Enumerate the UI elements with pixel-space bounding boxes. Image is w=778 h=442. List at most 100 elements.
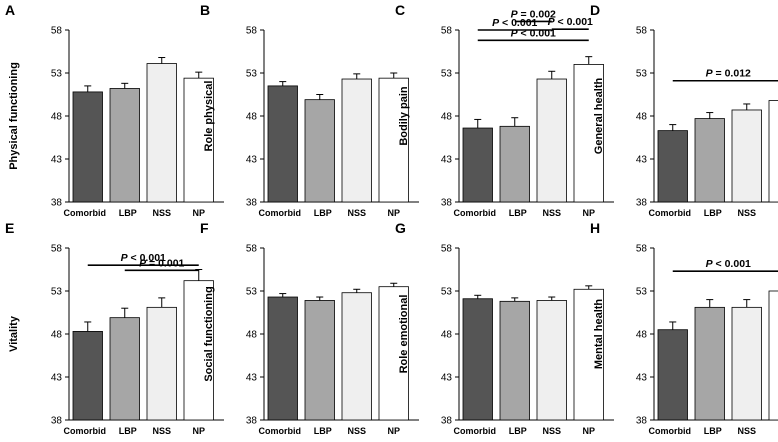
bar-nss bbox=[536, 300, 567, 421]
y-tick-label: 48 bbox=[636, 330, 648, 341]
y-tick-label: 38 bbox=[441, 416, 453, 427]
bar-lbp bbox=[499, 125, 530, 203]
panel-letter: D bbox=[590, 2, 600, 18]
x-tick-label: Comorbid bbox=[64, 208, 107, 218]
y-tick-label: 43 bbox=[51, 155, 63, 166]
y-tick-label: 53 bbox=[246, 69, 258, 80]
y-tick-label: 58 bbox=[51, 26, 63, 37]
p-value: < 0.001 bbox=[713, 258, 751, 270]
p-value: = 0.001 bbox=[146, 257, 184, 269]
bar-lbp bbox=[694, 306, 725, 421]
y-tick-label: 38 bbox=[246, 416, 258, 427]
significance-label: P = 0.002 bbox=[511, 8, 556, 20]
y-axis-label: Physical functioning bbox=[8, 62, 20, 170]
y-tick-label: 43 bbox=[441, 373, 453, 384]
p-symbol: P bbox=[121, 252, 129, 264]
bar-comorbid bbox=[657, 130, 688, 203]
y-tick-label: 58 bbox=[636, 26, 648, 37]
bar-nss bbox=[731, 306, 762, 421]
p-symbol: P bbox=[139, 257, 147, 269]
x-tick-label: Comorbid bbox=[649, 426, 692, 436]
bar-comorbid bbox=[72, 91, 103, 203]
y-tick-label: 43 bbox=[636, 373, 648, 384]
x-tick-label: LBP bbox=[509, 208, 527, 218]
significance-label: P < 0.001 bbox=[511, 27, 556, 39]
x-tick-label: NP bbox=[192, 208, 205, 218]
panel-letter: A bbox=[5, 2, 15, 18]
x-tick-label: NSS bbox=[542, 426, 561, 436]
bar-lbp bbox=[499, 300, 530, 421]
bar-nss bbox=[341, 292, 372, 421]
p-value: < 0.001 bbox=[128, 252, 166, 264]
bar-nss bbox=[341, 78, 372, 203]
x-tick-label: NSS bbox=[152, 426, 171, 436]
x-tick-label: LBP bbox=[704, 208, 722, 218]
y-tick-label: 53 bbox=[51, 69, 63, 80]
x-tick-label: Comorbid bbox=[259, 208, 302, 218]
p-value: = 0.012 bbox=[713, 68, 751, 80]
bar-nss bbox=[731, 109, 762, 203]
x-tick-label: Comorbid bbox=[454, 208, 497, 218]
significance-label: P < 0.001 bbox=[706, 258, 751, 270]
x-tick-label: NP bbox=[582, 208, 595, 218]
p-symbol: P bbox=[706, 258, 714, 270]
x-tick-label: Comorbid bbox=[649, 208, 692, 218]
y-axis-label: Bodily pain bbox=[398, 86, 410, 146]
bar-lbp bbox=[304, 300, 335, 421]
y-tick-label: 43 bbox=[441, 155, 453, 166]
y-tick-label: 48 bbox=[636, 112, 648, 123]
bar-lbp bbox=[694, 118, 725, 203]
y-tick-label: 48 bbox=[51, 112, 63, 123]
significance-label: P < 0.001 bbox=[121, 252, 166, 264]
x-tick-label: NSS bbox=[152, 208, 171, 218]
x-tick-label: NSS bbox=[347, 426, 366, 436]
bar-np bbox=[183, 77, 214, 203]
y-tick-label: 43 bbox=[246, 373, 258, 384]
bar-np bbox=[378, 286, 409, 421]
y-axis-label: Social functioning bbox=[203, 286, 215, 381]
y-tick-label: 38 bbox=[636, 416, 648, 427]
y-tick-label: 48 bbox=[246, 112, 258, 123]
p-value: < 0.001 bbox=[499, 17, 537, 29]
p-symbol: P bbox=[511, 8, 519, 20]
bar-comorbid bbox=[657, 329, 688, 421]
panel-c: C Bodily pain 38 43 48 53 58 Comorbid LBP NSS NP P … bbox=[395, 2, 614, 218]
bar-nss bbox=[146, 63, 177, 203]
x-tick-label: Comorbid bbox=[64, 426, 107, 436]
significance-label: P = 0.012 bbox=[706, 68, 751, 80]
p-value: < 0.001 bbox=[555, 16, 593, 28]
y-tick-label: 38 bbox=[51, 198, 63, 209]
y-tick-label: 53 bbox=[441, 69, 453, 80]
significance-label: P = 0.001 bbox=[139, 257, 184, 269]
y-tick-label: 48 bbox=[51, 330, 63, 341]
x-tick-label: NSS bbox=[737, 208, 756, 218]
panel-letter: H bbox=[590, 220, 600, 236]
bar-nss bbox=[536, 78, 567, 203]
bar-comorbid bbox=[462, 127, 493, 203]
y-tick-label: 48 bbox=[441, 330, 453, 341]
p-value: = 0.002 bbox=[518, 8, 556, 20]
x-tick-label: NP bbox=[387, 208, 400, 218]
bar-lbp bbox=[109, 88, 140, 203]
panel-b: B Role physical 38 43 48 53 58 Comorbid LBP NSS NP bbox=[200, 2, 419, 218]
y-tick-label: 58 bbox=[246, 26, 258, 37]
bar-lbp bbox=[304, 99, 335, 203]
x-tick-label: NSS bbox=[542, 208, 561, 218]
x-tick-label: Comorbid bbox=[454, 426, 497, 436]
p-symbol: P bbox=[511, 27, 519, 39]
y-tick-label: 53 bbox=[636, 69, 648, 80]
bar-np bbox=[768, 290, 778, 421]
y-tick-label: 43 bbox=[636, 155, 648, 166]
bar-comorbid bbox=[462, 298, 493, 421]
p-value: < 0.001 bbox=[518, 27, 556, 39]
x-tick-label: LBP bbox=[509, 426, 527, 436]
y-tick-label: 53 bbox=[441, 287, 453, 298]
p-symbol: P bbox=[706, 68, 714, 80]
x-tick-label: LBP bbox=[704, 426, 722, 436]
panel-a: A Physical functioning 38 43 48 53 58 Comorbid L… bbox=[5, 2, 224, 218]
y-tick-label: 58 bbox=[441, 26, 453, 37]
x-tick-label: NP bbox=[192, 426, 205, 436]
y-tick-label: 58 bbox=[441, 244, 453, 255]
